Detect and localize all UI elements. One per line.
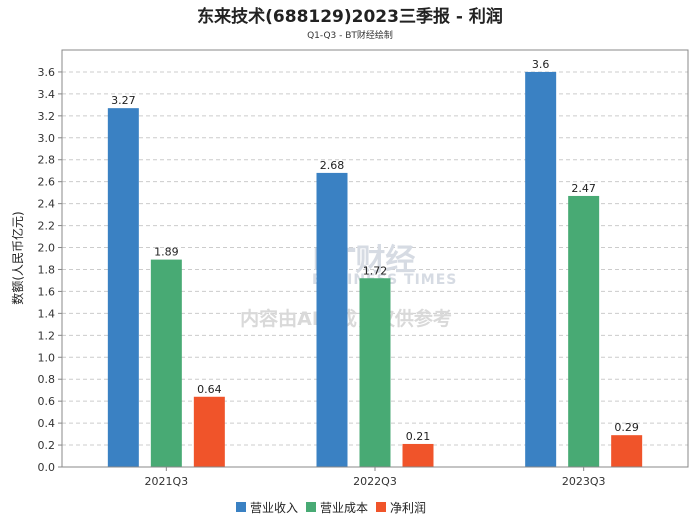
legend-entry: 净利润 — [390, 501, 426, 515]
x-tick-label: 2021Q3 — [145, 475, 189, 488]
bars — [107, 71, 643, 468]
bar-value-label: 1.72 — [363, 264, 388, 277]
bar — [107, 108, 139, 468]
y-tick-label: 2.0 — [38, 242, 56, 255]
bar-value-label: 2.68 — [320, 159, 345, 172]
legend-swatch — [306, 502, 316, 512]
bar-value-label: 0.64 — [197, 383, 222, 396]
legend-swatch — [376, 502, 386, 512]
y-tick-label: 3.2 — [38, 110, 56, 123]
y-tick-label: 0.6 — [38, 395, 56, 408]
bar — [568, 195, 600, 467]
bar-value-label: 1.89 — [154, 246, 179, 259]
legend-entry: 营业成本 — [320, 501, 368, 515]
watermark: BT财经 BUSINESS TIMES 内容由AI生成，仅供参考 — [240, 243, 456, 330]
bar — [316, 172, 348, 467]
plot-frame — [61, 49, 689, 468]
y-tick-label: 0.8 — [38, 373, 56, 386]
y-tick-label: 2.2 — [38, 220, 56, 233]
bar-value-label: 3.27 — [111, 94, 136, 107]
bar — [402, 443, 434, 467]
bar-value-label: 0.21 — [406, 430, 431, 443]
y-tick-label: 1.2 — [38, 329, 56, 342]
legend: 营业收入 营业成本 净利润 — [236, 501, 426, 515]
legend-swatch — [236, 502, 246, 512]
bar — [150, 259, 182, 467]
y-tick-label: 0.0 — [38, 461, 56, 474]
y-tick-label: 1.0 — [38, 351, 56, 364]
legend-entry: 营业收入 — [250, 501, 298, 515]
y-tick-label: 2.8 — [38, 154, 56, 167]
x-axis-ticks: 2021Q3 2022Q3 2023Q3 — [145, 467, 606, 488]
bar — [193, 396, 225, 467]
y-tick-label: 0.2 — [38, 439, 56, 452]
y-tick-label: 3.4 — [38, 88, 56, 101]
bar-value-labels: 3.27 1.89 0.64 2.68 1.72 0.21 3.6 2.47 0.29 — [111, 58, 639, 443]
y-tick-label: 1.6 — [38, 285, 56, 298]
y-axis-label: 数额(人民币亿元) — [10, 211, 25, 304]
y-tick-label: 1.4 — [38, 307, 56, 320]
x-tick-label: 2023Q3 — [562, 475, 606, 488]
chart-subtitle: Q1-Q3 - BT财经绘制 — [307, 29, 393, 41]
bar-value-label: 3.6 — [532, 58, 550, 71]
y-tick-label: 2.6 — [38, 176, 56, 189]
y-tick-label: 2.4 — [38, 198, 56, 211]
bar-value-label: 2.47 — [571, 182, 596, 195]
bar — [525, 71, 557, 468]
bar-value-label: 0.29 — [614, 421, 639, 434]
y-tick-label: 1.8 — [38, 263, 56, 276]
y-tick-label: 3.6 — [38, 66, 56, 79]
y-tick-label: 0.4 — [38, 417, 56, 430]
chart-title: 东来技术(688129)2023三季报 - 利润 — [197, 6, 503, 27]
bar — [611, 435, 643, 467]
y-axis-ticks: 0.0 0.2 0.4 0.6 0.8 1.0 1.2 1.4 1.6 1.8 2.0 2.2 2.4 2… — [38, 66, 62, 474]
bar — [359, 278, 391, 467]
x-tick-label: 2022Q3 — [353, 475, 397, 488]
y-tick-label: 3.0 — [38, 132, 56, 145]
